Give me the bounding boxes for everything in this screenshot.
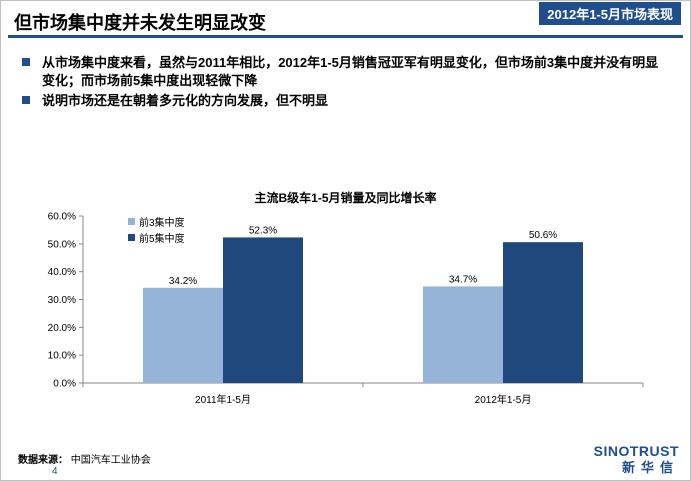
bullet-item: 说明市场还是在朝着多元化的方向发展，但不明显 [20,92,670,110]
bar [423,286,503,383]
section-tag: 2012年1-5月市场表现 [539,2,681,25]
logo-text-en: SINOTRUST [593,443,679,459]
source-text: 中国汽车工业协会 [70,455,151,466]
chart-legend: 前3集中度 前5集中度 [128,213,185,245]
page-title: 但市场集中度并未发生明显改变 [14,13,266,33]
data-label: 52.3% [249,225,277,236]
y-tick-label: 20.0% [48,323,76,334]
legend-item-top5: 前5集中度 [128,229,185,245]
bar [223,237,303,383]
legend-label-top3: 前3集中度 [139,217,185,229]
logo-text-cn: 新华信 [621,460,679,475]
bar [503,242,583,383]
bullet-list: 从市场集中度来看，虽然与2011年相比，2012年1-5月销售冠亚军有明显变化，… [20,54,670,112]
x-category-label: 2012年1-5月 [475,393,532,406]
source-label: 数据来源 [18,455,58,466]
chart-title: 主流B级车1-5月销量及同比增长率 [254,191,437,205]
bullet-item: 从市场集中度来看，虽然与2011年相比，2012年1-5月销售冠亚军有明显变化，… [20,54,670,90]
legend-swatch-top5 [128,233,135,241]
y-tick-label: 40.0% [48,267,76,278]
data-label: 34.2% [169,276,197,287]
bar [143,287,223,383]
page-number: 4 [52,466,58,477]
y-tick-label: 60.0% [48,212,76,223]
bullet-square-icon [22,96,30,104]
x-category-label: 2011年1-5月 [195,393,251,406]
data-label: 50.6% [529,230,557,241]
legend-item-top3: 前3集中度 [128,213,185,229]
y-tick-label: 0.0% [53,379,76,390]
sinotrust-logo: SINOTRUST 新华信 [594,444,679,476]
bullet-text: 说明市场还是在朝着多元化的方向发展，但不明显 [42,93,329,108]
source-colon: ： [58,455,68,466]
y-tick-label: 50.0% [48,239,76,250]
y-tick-label: 10.0% [48,351,76,362]
data-label: 34.7% [449,274,477,285]
legend-swatch-top3 [128,217,135,225]
y-tick-label: 30.0% [48,295,76,306]
bullet-square-icon [22,58,30,66]
bullet-text: 从市场集中度来看，虽然与2011年相比，2012年1-5月销售冠亚军有明显变化，… [42,55,659,88]
title-divider [8,35,683,38]
legend-label-top5: 前5集中度 [139,233,185,245]
data-source: 数据来源： 中国汽车工业协会 [18,451,151,466]
